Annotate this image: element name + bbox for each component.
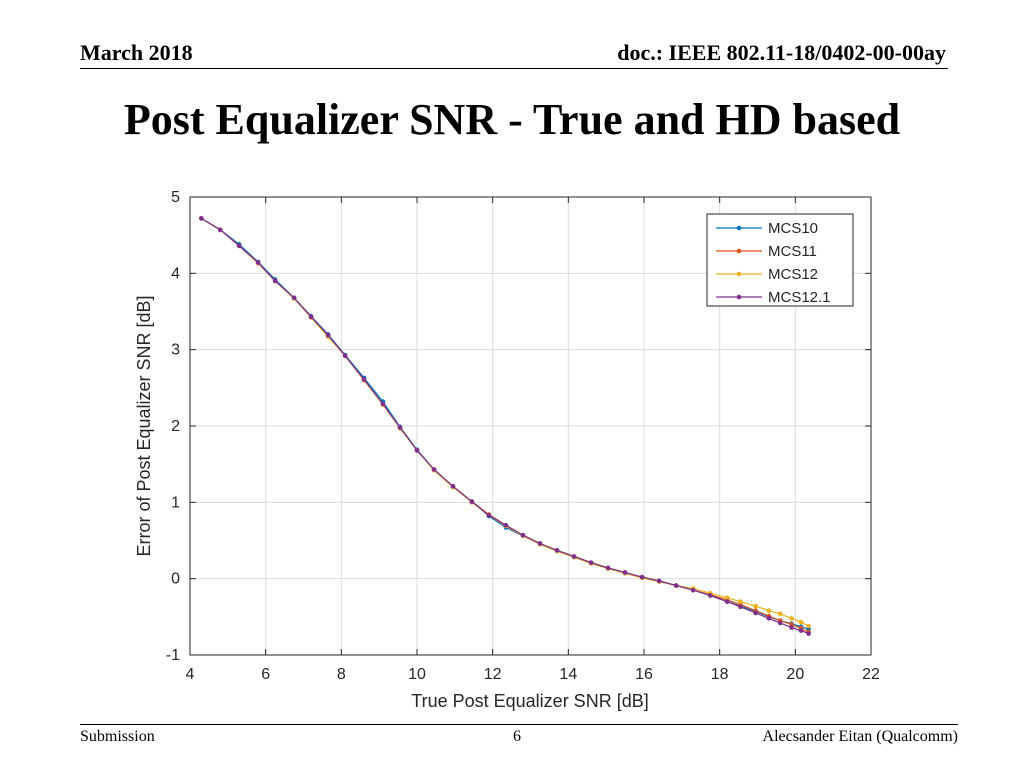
legend-swatch-marker	[736, 271, 742, 277]
legend-label: MCS10	[768, 220, 818, 237]
data-point	[361, 377, 367, 382]
data-point	[554, 548, 560, 553]
data-point	[272, 278, 278, 284]
legend-label: MCS12	[768, 266, 818, 283]
data-point	[724, 599, 730, 604]
x-tick-label: 18	[711, 666, 729, 683]
y-tick-label: 1	[171, 494, 180, 511]
data-point	[789, 616, 794, 621]
data-point	[789, 625, 794, 630]
data-point	[588, 560, 594, 565]
data-point	[450, 484, 456, 489]
data-point	[291, 295, 297, 301]
footer-page-number: 6	[513, 728, 521, 745]
data-point	[397, 425, 403, 430]
data-point	[199, 216, 204, 221]
data-point	[753, 610, 758, 616]
data-point	[724, 595, 730, 601]
y-tick-label: 5	[171, 189, 180, 206]
data-point	[798, 619, 804, 625]
data-point	[308, 314, 314, 320]
footer-submission: Submission	[80, 728, 155, 745]
data-point	[431, 467, 437, 472]
x-tick-label: 12	[484, 666, 502, 683]
series-line-mcs12-1	[200, 217, 809, 635]
header-doc-id: doc.: IEEE 802.11-18/0402-00-00ay	[617, 40, 946, 65]
legend-swatch-marker	[736, 248, 742, 254]
data-point	[639, 574, 645, 580]
data-point	[571, 554, 577, 559]
data-point	[605, 565, 611, 571]
chart-container: 4 6 8 10 12 14 16 18 20 22 -1 0 1 2 3 4 5 True Post Equa…	[120, 180, 900, 720]
legend-label: MCS11	[768, 243, 817, 260]
data-point	[520, 532, 526, 538]
x-tick-label: 14	[559, 666, 577, 683]
data-point	[766, 608, 772, 614]
data-point	[486, 513, 492, 518]
y-tick-label: 0	[171, 571, 180, 588]
x-tick-label: 10	[408, 666, 426, 683]
data-point	[806, 631, 811, 636]
x-tick-label: 6	[261, 666, 270, 683]
header-divider	[80, 68, 948, 69]
header-date: March 2018	[80, 40, 193, 65]
y-tick-label: 2	[171, 418, 180, 435]
data-point	[798, 628, 804, 633]
y-axis-label: Error of Post Equalizer SNR [dB]	[134, 295, 154, 556]
data-point	[503, 522, 509, 528]
legend-swatch-marker	[736, 225, 742, 231]
x-tick-label: 16	[635, 666, 653, 683]
data-point	[469, 499, 475, 504]
y-tick-label: 4	[171, 265, 180, 282]
data-point	[777, 620, 783, 626]
data-point	[325, 332, 331, 338]
data-point	[217, 227, 223, 233]
data-point	[738, 599, 743, 604]
data-point	[622, 570, 628, 575]
legend-label: MCS12.1	[768, 289, 831, 306]
y-tick-label: 3	[171, 342, 180, 359]
data-point	[673, 583, 679, 588]
x-tick-label: 20	[786, 666, 804, 683]
slide-title: Post Equalizer SNR - True and HD based	[123, 95, 901, 144]
legend: MCS10 MCS11 MCS12 MCS12.1	[706, 213, 854, 307]
data-point	[738, 604, 743, 610]
x-tick-label: 4	[186, 666, 195, 683]
y-tick-label: -1	[166, 647, 180, 664]
x-tick-label: 22	[862, 666, 880, 683]
footer-divider	[80, 724, 958, 725]
data-point	[753, 603, 758, 609]
legend-box	[706, 213, 854, 307]
data-point	[766, 616, 772, 621]
data-point	[537, 541, 543, 546]
data-point	[342, 353, 348, 359]
legend-swatch-marker	[736, 294, 742, 300]
data-series	[199, 216, 811, 636]
data-point	[255, 260, 261, 265]
data-point	[707, 593, 713, 598]
footer-author: Alecsander Eitan (Qualcomm)	[762, 728, 958, 745]
data-point	[380, 401, 386, 407]
data-point	[777, 611, 783, 617]
x-axis-label: True Post Equalizer SNR [dB]	[411, 691, 648, 711]
data-point	[414, 448, 420, 453]
data-point	[806, 623, 811, 629]
data-point	[236, 243, 242, 249]
data-point	[690, 587, 696, 593]
x-tick-label: 8	[337, 666, 346, 683]
data-point	[656, 578, 662, 584]
